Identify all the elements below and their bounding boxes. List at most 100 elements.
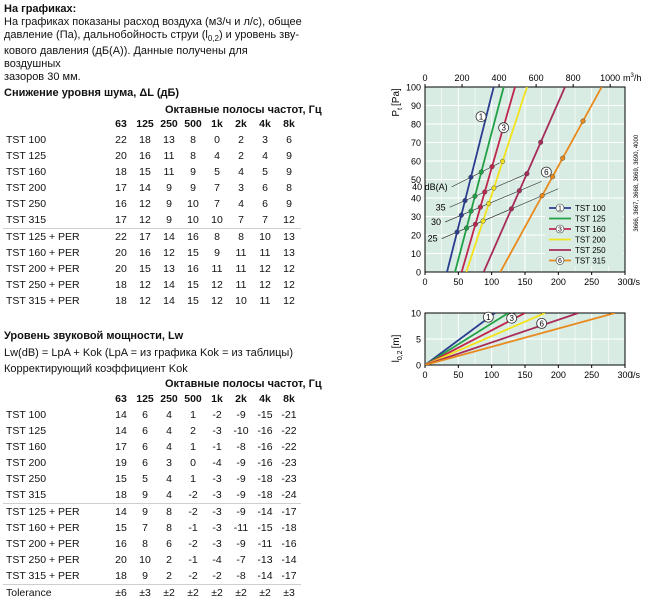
noise-band-header: 2k (229, 116, 253, 132)
series-dot (550, 174, 555, 179)
noise-band-header: 500 (181, 116, 205, 132)
noise-cell: 18 (109, 164, 133, 180)
series-marker-label: 1 (486, 313, 491, 322)
power-row-name: TST 200 (3, 455, 109, 471)
power-band-header: 4k (253, 391, 277, 407)
power-cell: 8 (133, 536, 157, 552)
power-cell: 6 (133, 423, 157, 439)
noise-cell: 11 (229, 245, 253, 261)
power-cell: 6 (133, 407, 157, 423)
noise-cell: 18 (109, 293, 133, 309)
noise-cell: 2 (229, 148, 253, 164)
noise-header-blank (3, 116, 109, 132)
power-cell: -14 (253, 568, 277, 585)
noise-cell: 10 (229, 293, 253, 309)
noise-row-name: TST 100 (3, 132, 109, 148)
power-subtitle: Корректирующий коэффициент Kok (4, 363, 188, 375)
noise-level-label: 35 (436, 202, 446, 212)
power-cell: -3 (205, 504, 229, 521)
power-cell: -18 (277, 520, 301, 536)
noise-cell: 18 (133, 132, 157, 148)
noise-cell: 9 (157, 180, 181, 196)
noise-cell: 13 (277, 245, 301, 261)
noise-title: Снижение уровня шума, ΔL (дБ) (4, 87, 179, 99)
intro-line-2-sub: 0,2 (208, 34, 219, 43)
noise-cell: 10 (205, 212, 229, 229)
noise-cell: 11 (253, 245, 277, 261)
power-cell: ±2 (229, 585, 253, 601)
series-dot (459, 213, 464, 218)
power-cell: -1 (181, 520, 205, 536)
noise-row-name: TST 125 + PER (3, 229, 109, 246)
x-tick-label: 150 (517, 277, 532, 287)
x-tick-label: 100 (484, 277, 499, 287)
power-cell: -14 (277, 552, 301, 568)
power-row-name: TST 200 + PER (3, 536, 109, 552)
legend-entry: TST 200 (575, 236, 606, 245)
y-axis-unit: [Pa] (391, 88, 402, 106)
power-cell: -10 (229, 423, 253, 439)
power-cell: 2 (157, 568, 181, 585)
power-row-name: TST 250 (3, 471, 109, 487)
power-cell: -2 (205, 407, 229, 423)
power-cell: 10 (133, 552, 157, 568)
noise-cell: 9 (181, 180, 205, 196)
power-cell: 14 (109, 407, 133, 423)
power-row-name: TST 100 (3, 407, 109, 423)
noise-cell: 14 (157, 277, 181, 293)
x-tick-label: 250 (584, 370, 599, 380)
noise-cell: 7 (253, 212, 277, 229)
noise-cell: 16 (133, 148, 157, 164)
noise-cell: 16 (133, 245, 157, 261)
y-axis-unit: [m] (391, 334, 402, 348)
power-cell: -17 (277, 568, 301, 585)
noise-cell: 18 (109, 277, 133, 293)
noise-band-header: 8k (277, 116, 301, 132)
y-axis-subscript: 0,2 (397, 350, 404, 360)
y-axis-subscript: t (397, 108, 404, 110)
noise-row-name: TST 200 (3, 180, 109, 196)
power-cell: -15 (253, 520, 277, 536)
series-dot (469, 209, 474, 214)
noise-row-name: TST 250 + PER (3, 277, 109, 293)
noise-cell: 12 (277, 261, 301, 277)
noise-cell: 12 (277, 212, 301, 229)
series-dot (481, 219, 486, 224)
power-band-header: 500 (181, 391, 205, 407)
power-cell: -9 (229, 455, 253, 471)
power-cell: -4 (205, 455, 229, 471)
series-dot (490, 164, 495, 169)
power-cell: 4 (157, 471, 181, 487)
noise-cell: 15 (181, 293, 205, 309)
noise-cell: 9 (181, 164, 205, 180)
x-tick-label: 150 (517, 370, 532, 380)
noise-cell: 11 (157, 164, 181, 180)
noise-cell: 4 (229, 164, 253, 180)
series-dot (482, 190, 487, 195)
noise-cell: 11 (253, 293, 277, 309)
power-cell: 6 (133, 439, 157, 455)
power-cell: 0 (181, 455, 205, 471)
power-cell: -17 (277, 504, 301, 521)
power-cell: -7 (229, 552, 253, 568)
series-marker-label: 3 (501, 124, 506, 133)
power-cell: 16 (109, 536, 133, 552)
power-cell: -2 (181, 504, 205, 521)
power-cell: 15 (109, 471, 133, 487)
series-dot (517, 188, 522, 193)
noise-cell: 15 (133, 164, 157, 180)
power-cell: -13 (253, 552, 277, 568)
intro-heading: На графиках: (4, 3, 304, 16)
noise-cell: 10 (253, 229, 277, 246)
series-dot (581, 119, 586, 124)
